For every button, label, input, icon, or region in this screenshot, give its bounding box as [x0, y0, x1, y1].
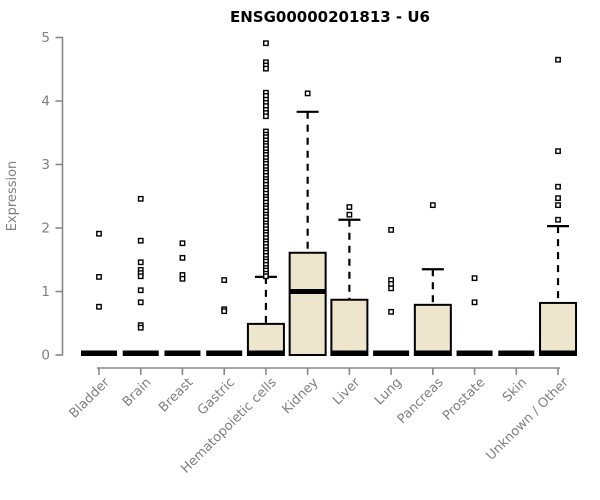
box [330, 298, 369, 357]
outlier-point [388, 308, 395, 315]
outlier-point [96, 273, 102, 280]
outlier-point [263, 65, 269, 72]
outlier-point [221, 308, 228, 315]
outlier-point [137, 195, 144, 202]
collapsed-box [498, 350, 535, 356]
collapsed-box [373, 350, 410, 356]
x-category-label: Brain [120, 375, 155, 410]
y-tick-label: 0 [41, 348, 50, 364]
y-tick-label: 1 [41, 284, 50, 300]
collapsed-box [81, 350, 117, 356]
outlier-point [137, 324, 144, 331]
outlier-point [388, 285, 395, 292]
collapsed-box [206, 350, 243, 356]
outlier-point [555, 195, 561, 202]
outlier-point [179, 254, 186, 261]
x-category-label: Prostate [440, 375, 488, 423]
outlier-point [304, 90, 311, 97]
outlier-point [179, 240, 186, 247]
outlier-point [388, 227, 395, 233]
chart-title: ENSG00000201813 - U6 [230, 8, 430, 26]
outlier-point [263, 273, 269, 280]
outlier-point [555, 148, 561, 155]
x-category-label: Bladder [67, 375, 114, 422]
outlier-point [555, 56, 561, 63]
outlier-point [346, 204, 353, 210]
outlier-point [137, 299, 144, 306]
y-tick-label: 4 [41, 94, 50, 110]
outlier-point [137, 237, 144, 244]
y-tick-label: 2 [41, 221, 50, 237]
x-category-label: Kidney [280, 375, 322, 417]
outlier-point [555, 183, 561, 190]
outlier-point [388, 280, 395, 287]
collapsed-box [456, 350, 493, 356]
outlier-point [179, 275, 186, 282]
outlier-point [96, 303, 102, 310]
outlier-point [96, 230, 102, 237]
box [539, 301, 578, 356]
x-category-label: Lung [372, 375, 405, 408]
outlier-point [221, 277, 228, 283]
x-category-label: Liver [330, 375, 364, 409]
outlier-point [471, 299, 478, 306]
outlier-point [429, 202, 436, 209]
box [288, 251, 327, 356]
y-tick-label: 5 [41, 30, 50, 46]
outlier-point [346, 211, 353, 218]
x-category-label: Unknown / Other [484, 375, 573, 464]
outlier-point [471, 275, 478, 282]
outlier-point [555, 216, 561, 223]
outlier-point [263, 113, 269, 120]
y-tick-label: 3 [41, 157, 50, 173]
x-category-label: Skin [500, 375, 530, 405]
outlier-point [137, 273, 144, 280]
box [413, 303, 452, 356]
box [246, 322, 285, 357]
outlier-point [263, 40, 269, 47]
x-category-label: Breast [156, 375, 196, 415]
outlier-point [137, 259, 144, 266]
x-category-label: Pancreas [395, 375, 447, 427]
y-axis-label: Expression [5, 161, 20, 232]
outlier-point [555, 202, 561, 209]
outlier-point [137, 287, 144, 294]
collapsed-box [122, 350, 159, 356]
collapsed-box [164, 350, 201, 356]
